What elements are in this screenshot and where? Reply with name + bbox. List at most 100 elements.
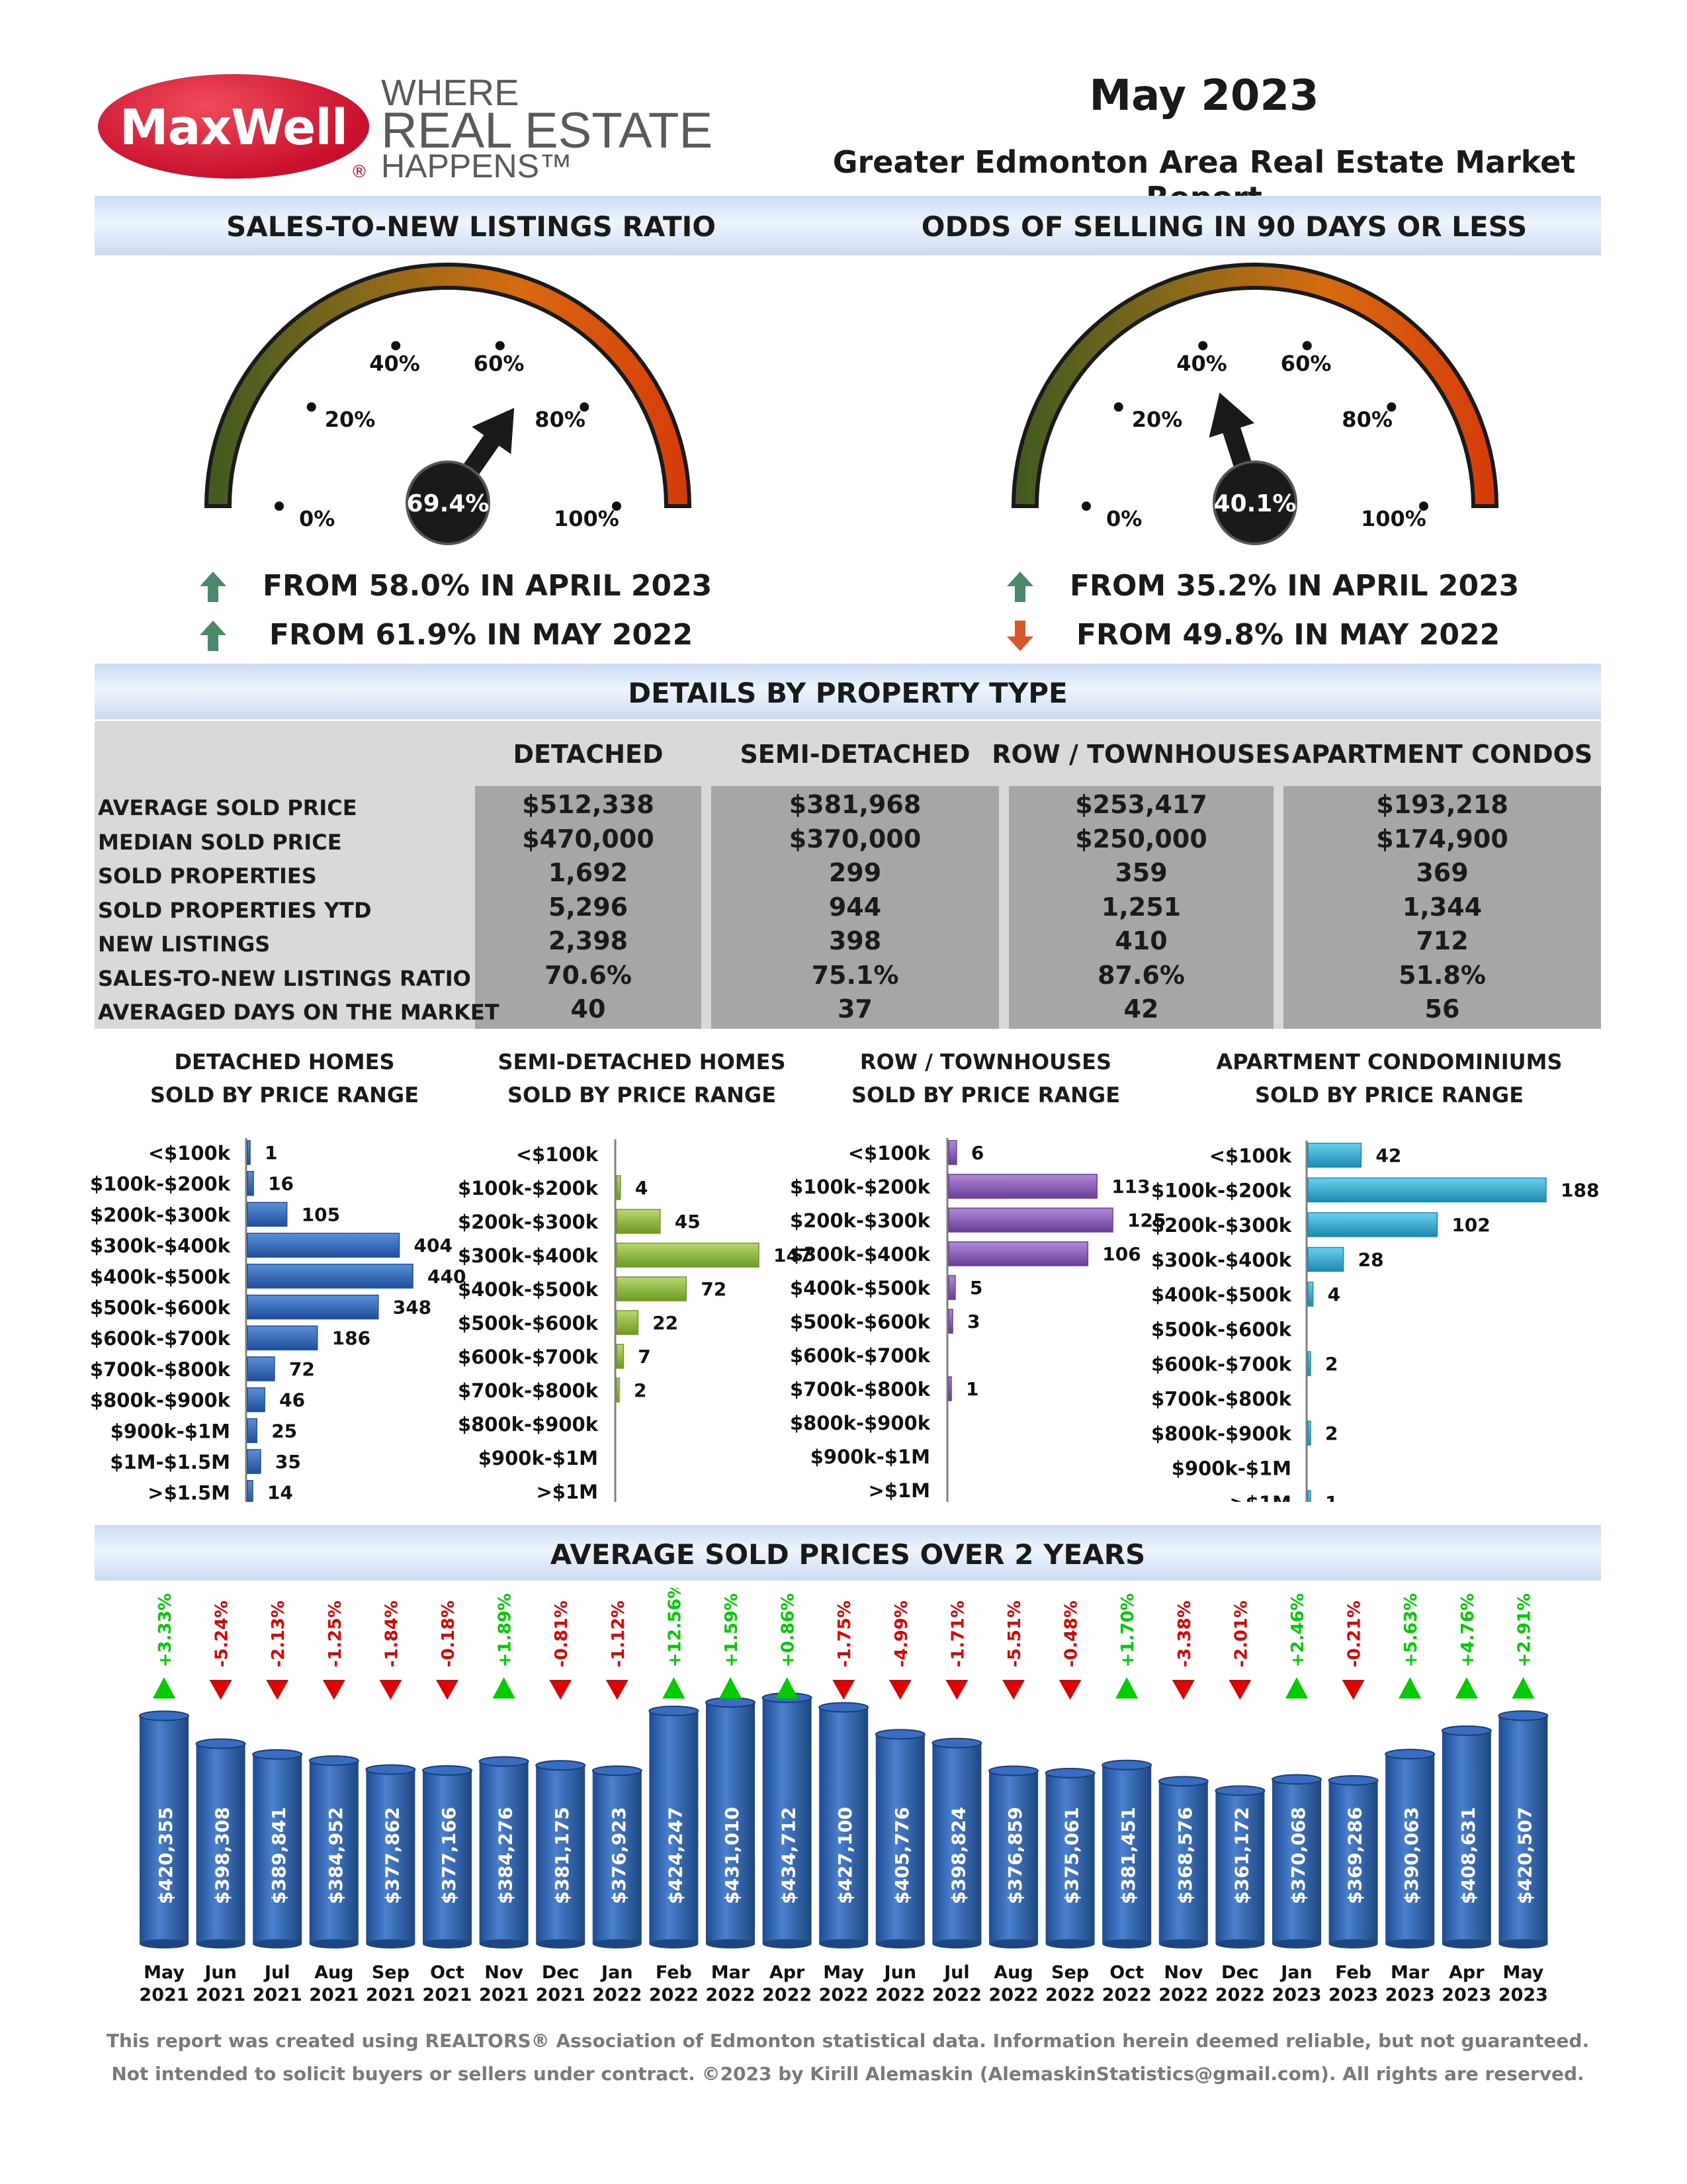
avg-price-month-label: Jul (263, 1962, 290, 1983)
avg-price-change-label: +2.46% (1288, 1593, 1308, 1667)
price-chart-category-label: $800k-$900k (790, 1412, 931, 1434)
arrow-up-icon (1007, 572, 1033, 602)
avg-price-month-label: Feb (656, 1962, 692, 1983)
triangle-up-icon (492, 1677, 515, 1698)
price-chart-bar (948, 1140, 957, 1165)
price-chart-category-label: $200k-$300k (1151, 1214, 1292, 1237)
price-chart-category-label: $400k-$500k (790, 1277, 931, 1299)
gauge-tick-label: 100% (554, 506, 619, 531)
avg-prices-header-band: AVERAGE SOLD PRICES OVER 2 YEARS (95, 1525, 1601, 1581)
price-chart-category-label: >$1.5M (148, 1482, 230, 1502)
price-chart-title-1: SEMI-DETACHED HOMES (497, 1049, 786, 1074)
price-chart-category-label: $300k-$400k (790, 1243, 931, 1266)
gauge-tick-label: 60% (474, 351, 525, 376)
price-chart-value-label: 14 (267, 1482, 293, 1502)
gauges-svg: 0% 20% 40% 60% 80% 100% 69.4% 0% 20% 40% 60% 80% 100… (204, 263, 1499, 545)
price-chart-bar (616, 1175, 621, 1200)
price-chart-category-label: $500k-$600k (458, 1312, 599, 1334)
details-row-label: SALES-TO-NEW LISTINGS RATIO (98, 965, 471, 991)
price-chart-category-label: $700k-$800k (790, 1378, 931, 1401)
details-cell: $470,000 (522, 824, 654, 853)
gauge-value: 69.4% (407, 490, 490, 517)
details-cell: 51.8% (1399, 960, 1486, 990)
details-cell: $370,000 (789, 824, 922, 853)
logo-text: MaxWell (119, 99, 348, 156)
avg-price-year-label: 2021 (309, 1985, 359, 2005)
price-chart-value-label: 186 (332, 1327, 370, 1349)
triangle-up-icon (775, 1677, 799, 1698)
avg-price-year-label: 2022 (592, 1985, 642, 2005)
gauge-tick-dot (1419, 502, 1428, 511)
price-chart-value-label: 35 (275, 1451, 301, 1473)
avg-price-value-label: $398,308 (212, 1807, 234, 1904)
details-row-label: AVERAGED DAYS ON THE MARKET (98, 1000, 499, 1025)
avg-price-year-label: 2021 (422, 1985, 472, 2005)
price-chart-value-label: 45 (675, 1211, 701, 1233)
triangle-up-icon (1455, 1677, 1478, 1698)
details-cell: 712 (1416, 926, 1469, 955)
avg-price-year-label: 2021 (196, 1985, 245, 2005)
price-chart-bar (247, 1356, 275, 1381)
triangle-down-icon (888, 1680, 912, 1700)
price-chart-value-label: 42 (1375, 1145, 1401, 1166)
price-chart-category-label: $100k-$200k (790, 1176, 931, 1198)
details-cell: 5,296 (548, 892, 628, 922)
avg-price-bar (1158, 1781, 1208, 1944)
footer-line-2: Not intended to solicit buyers or seller… (111, 2063, 1584, 2085)
avg-price-month-label: Mar (1391, 1962, 1430, 1983)
price-chart-value-label: 102 (1451, 1214, 1490, 1236)
triangle-down-icon (605, 1680, 628, 1700)
details-header-band: DETAILS BY PROPERTY TYPE (95, 664, 1601, 719)
avg-price-month-label: Nov (484, 1962, 523, 1983)
avg-price-bar (1102, 1765, 1152, 1944)
gauge-arc (1011, 263, 1499, 508)
tagline-line-2: REAL ESTATE (381, 103, 713, 159)
avg-price-value-label: $370,068 (1287, 1807, 1309, 1904)
price-chart-value-label: 1 (966, 1378, 978, 1400)
avg-price-month-label: Jul (943, 1962, 970, 1983)
avg-price-bar (366, 1769, 415, 1944)
footer-line-1: This report was created using REALTORS® … (106, 2030, 1590, 2052)
avg-price-change-label: -1.25% (325, 1600, 345, 1667)
triangle-up-icon (719, 1677, 742, 1698)
avg-price-bar (479, 1761, 529, 1944)
price-chart-bar (247, 1387, 265, 1413)
details-column-bg (1009, 786, 1274, 1029)
avg-price-value-label: $384,276 (495, 1807, 517, 1904)
avg-price-bar (1442, 1730, 1491, 1944)
avg-price-month-label: Feb (1335, 1962, 1371, 1983)
triangle-down-icon (832, 1680, 855, 1700)
price-chart-value-label: 7 (638, 1346, 650, 1368)
logo-oval (98, 74, 369, 179)
price-chart-bar (616, 1344, 624, 1369)
gauge-arc (204, 263, 692, 508)
gauge-tick-dot (275, 502, 284, 511)
gauge-tick-dot (580, 402, 589, 412)
price-chart-bar (247, 1233, 400, 1258)
price-chart-bar (1307, 1282, 1314, 1307)
gauge-tick-dot (1302, 341, 1312, 351)
gauge-change-text: FROM 49.8% IN MAY 2022 (1076, 618, 1500, 652)
avg-price-year-label: 2022 (932, 1985, 982, 2005)
gauge-change-text: FROM 58.0% IN APRIL 2023 (263, 569, 713, 603)
footer: This report was created using REALTORS® … (95, 2025, 1601, 2091)
triangle-down-icon (1059, 1680, 1082, 1700)
tagline-line-3: HAPPENS™ (381, 148, 572, 185)
avg-price-value-label: $405,776 (891, 1807, 913, 1904)
price-chart-category-label: $900k-$1M (1172, 1458, 1291, 1480)
avg-price-month-label: May (1502, 1962, 1543, 1983)
details-cell: $381,968 (789, 790, 922, 819)
gauge-tick-label: 80% (535, 407, 585, 432)
price-chart-bar (948, 1309, 953, 1334)
price-chart-bar (948, 1241, 1089, 1266)
details-column-bg (1283, 786, 1601, 1029)
details-cell: $253,417 (1075, 790, 1207, 819)
triangle-down-icon (322, 1680, 345, 1700)
triangle-down-icon (266, 1680, 289, 1700)
avg-price-bar (762, 1698, 812, 1944)
price-chart-bar (1307, 1351, 1311, 1376)
avg-price-year-label: 2021 (536, 1985, 585, 2005)
details-cell: 369 (1416, 858, 1469, 887)
details-cell: 37 (838, 994, 873, 1024)
avg-price-change-label: -0.21% (1345, 1600, 1365, 1667)
